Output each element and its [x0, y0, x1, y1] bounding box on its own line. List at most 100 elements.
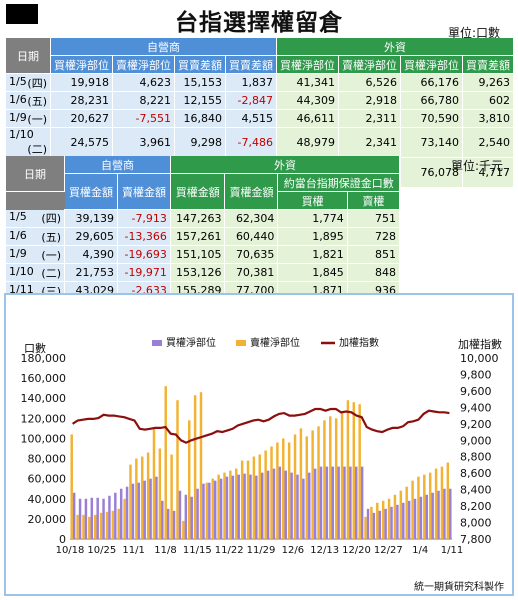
- y-tick-label: 180,000: [21, 352, 67, 365]
- put-bar: [417, 476, 420, 539]
- table-cell: 9,298: [174, 127, 226, 158]
- footer-credit: 統一期貨研究科製作: [414, 582, 504, 593]
- group-foreign: 外資: [276, 38, 514, 56]
- y-tick-label: 160,000: [21, 372, 67, 385]
- unit-label-contracts: 單位:口數: [448, 26, 501, 40]
- group-dealer: 自營商: [50, 38, 277, 56]
- put-bar: [188, 420, 191, 539]
- table-row: 1/6 (五) 29,605 -13,366 157,261 60,440 1,895 728: [6, 227, 401, 246]
- put-bar: [235, 468, 238, 539]
- spacer: [6, 191, 65, 210]
- premium-amount-table: 日期 自營商 外資 買權金額 賣權金額 買權金額 賣權金額 約當台指期保證金口數…: [6, 156, 401, 300]
- col-header: 買賣差額: [174, 55, 226, 74]
- table-cell: 19,918: [50, 73, 113, 92]
- row-date: 1/5 (四): [6, 73, 51, 92]
- call-bar: [396, 504, 399, 539]
- row-date: 1/10 (二): [6, 127, 51, 158]
- table-cell: 151,105: [170, 245, 226, 264]
- table-cell: 66,176: [400, 73, 463, 92]
- call-bar: [355, 466, 358, 539]
- weekday-value: (一): [41, 248, 61, 262]
- table-cell: 2,311: [338, 109, 401, 128]
- x-tick-label: 12/20: [342, 545, 371, 556]
- y2-tick-label: 8,000: [460, 517, 492, 530]
- put-bar: [411, 480, 414, 539]
- put-bar: [252, 456, 256, 539]
- legend-label: 賣權淨部位: [250, 336, 300, 349]
- index-line: [72, 407, 450, 444]
- put-bar: [446, 462, 450, 539]
- table-cell: 3,810: [462, 109, 514, 128]
- call-bar: [125, 486, 129, 539]
- put-bar: [193, 395, 197, 539]
- put-bar: [317, 426, 320, 539]
- put-bar: [205, 482, 209, 539]
- put-bar: [164, 386, 167, 539]
- call-bar: [390, 506, 393, 539]
- table-cell: 6,526: [338, 73, 401, 92]
- put-bar: [282, 438, 285, 539]
- y2-tick-label: 7,800: [460, 533, 492, 546]
- put-bar: [264, 450, 267, 539]
- table-cell: 147,263: [170, 209, 226, 228]
- x-tick-label: 1/4: [412, 545, 428, 556]
- call-bar: [84, 498, 88, 539]
- call-bar: [237, 474, 240, 539]
- table-row: 1/5 (四) 19,918 4,623 15,153 1,837 41,341 6,526 6…: [6, 73, 514, 92]
- x-tick-label: 12/27: [374, 545, 403, 556]
- put-bar: [305, 436, 309, 539]
- call-bar: [225, 476, 229, 539]
- subgroup-header: 約當台指期保證金口數: [277, 173, 400, 192]
- call-bar: [102, 498, 105, 539]
- table-cell: 48,979: [276, 127, 339, 158]
- table-cell: 3,961: [112, 127, 175, 158]
- put-bar: [405, 486, 408, 539]
- call-bar: [243, 473, 246, 539]
- date-value: 1/5: [9, 74, 27, 88]
- table-cell: -19,693: [117, 245, 171, 264]
- weekday-value: (二): [27, 143, 47, 156]
- row-date: 1/6 (五): [6, 227, 65, 246]
- call-bar: [255, 475, 258, 539]
- put-bar: [358, 404, 361, 539]
- put-bar: [364, 516, 367, 539]
- put-bar: [376, 502, 379, 539]
- date-value: 1/9: [9, 246, 27, 260]
- x-tick-label: 11/8: [154, 545, 176, 556]
- weekday-value: (四): [41, 212, 61, 226]
- call-bar: [407, 500, 411, 539]
- call-bar: [302, 478, 305, 539]
- table-cell: 2,540: [462, 127, 514, 158]
- put-bar: [387, 498, 391, 539]
- put-bar: [276, 442, 279, 539]
- y2-tick-label: 9,600: [460, 385, 492, 398]
- call-bar: [449, 488, 452, 539]
- table-cell: 60,440: [224, 227, 279, 246]
- put-bar: [229, 470, 232, 539]
- put-bar: [146, 452, 150, 539]
- call-bar: [137, 482, 141, 539]
- col-header: 買權淨部位: [400, 55, 463, 74]
- group-foreign-2: 外資: [170, 156, 401, 174]
- call-bar: [343, 466, 346, 539]
- table-cell: -13,366: [117, 227, 171, 246]
- put-bar: [88, 516, 91, 539]
- col-header: 賣權金額: [224, 173, 279, 210]
- col-header: 買權: [277, 191, 348, 210]
- col-header: 買賣差額: [462, 55, 514, 74]
- call-bar: [166, 508, 170, 539]
- table-row: 1/10 (二) 24,575 3,961 9,298 -7,486 48,979 2,341…: [6, 127, 514, 158]
- put-bar: [223, 472, 226, 539]
- table-cell: 2,918: [338, 91, 401, 110]
- call-bar: [437, 490, 440, 539]
- put-bar: [199, 392, 203, 539]
- put-bar: [440, 466, 444, 539]
- call-bar: [313, 468, 317, 539]
- table-cell: 848: [347, 263, 401, 282]
- table-cell: 1,837: [225, 73, 277, 92]
- put-bar: [381, 500, 385, 539]
- call-bar: [266, 470, 270, 539]
- put-bar: [82, 514, 85, 539]
- put-bar: [346, 400, 350, 539]
- call-bar: [96, 497, 99, 539]
